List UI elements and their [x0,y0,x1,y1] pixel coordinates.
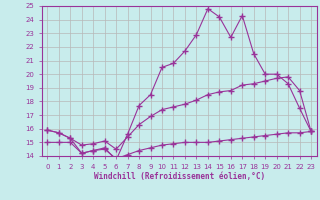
X-axis label: Windchill (Refroidissement éolien,°C): Windchill (Refroidissement éolien,°C) [94,172,265,181]
